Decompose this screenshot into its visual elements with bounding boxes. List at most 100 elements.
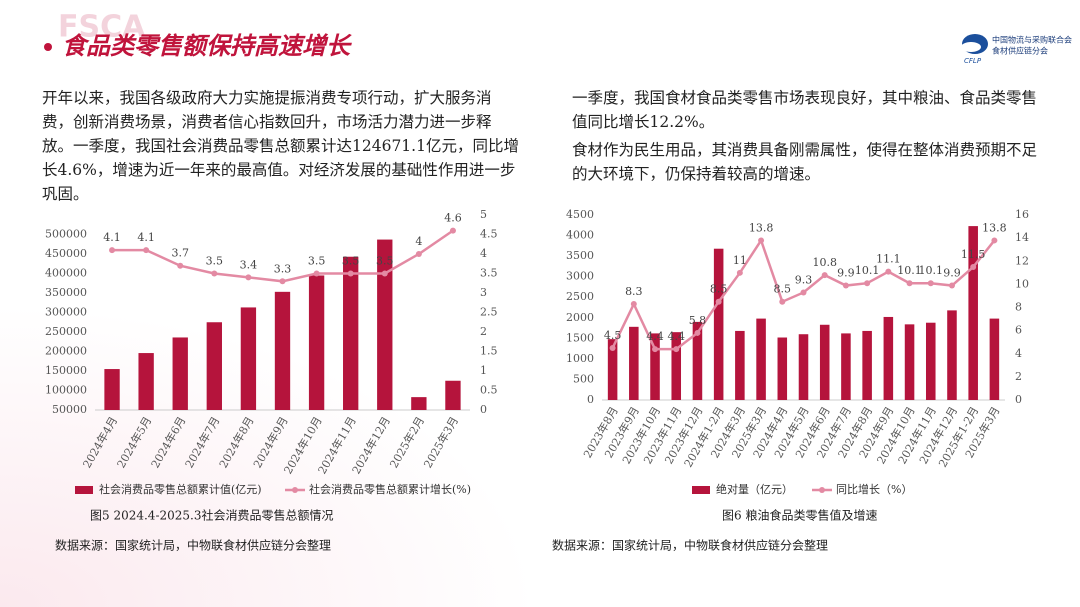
- line-marker: [347, 270, 354, 277]
- data-label: 4.4: [646, 330, 664, 343]
- bar: [713, 248, 724, 400]
- legend-swatch: [692, 486, 710, 494]
- x-tick-label: 2024年5月: [114, 414, 155, 470]
- y2-tick-label: 1.5: [480, 345, 498, 358]
- bar: [819, 324, 830, 400]
- logo-org: 中国物流与采购联合会: [992, 35, 1072, 45]
- x-tick-label: 2024年9月: [250, 414, 291, 470]
- data-label: 3.5: [376, 255, 394, 268]
- line-marker: [779, 298, 786, 305]
- x-tick-label: 2024年4月: [80, 414, 121, 470]
- y2-tick-label: 2.5: [480, 306, 498, 319]
- data-label: 8.5: [710, 283, 728, 296]
- line-marker: [927, 280, 934, 287]
- line-marker: [842, 282, 849, 289]
- line-marker: [211, 270, 218, 277]
- bar: [798, 334, 809, 400]
- line-marker: [948, 282, 955, 289]
- bar: [650, 333, 660, 400]
- bar: [206, 322, 222, 410]
- y-tick-label: 1000: [566, 352, 594, 365]
- y-tick-label: 2000: [566, 311, 594, 324]
- y2-tick-label: 4: [1015, 347, 1022, 360]
- data-label: 10.1: [897, 264, 922, 277]
- line-marker: [109, 247, 116, 254]
- legend-label: 社会消费品零售总额累计增长(%): [309, 482, 471, 496]
- data-label: 13.8: [749, 221, 774, 234]
- data-label: 4.1: [103, 231, 121, 244]
- data-label: 4.4: [667, 330, 685, 343]
- data-label: 3.7: [171, 247, 189, 260]
- y2-tick-label: 2: [1015, 370, 1022, 383]
- bar: [240, 307, 257, 410]
- y2-tick-label: 8: [1015, 301, 1022, 314]
- data-label: 3.3: [274, 262, 292, 275]
- paragraph: 开年以来，我国各级政府大力实施提振消费专项行动，扩大服务消费，创新消费场景，消费…: [42, 89, 519, 203]
- bar: [904, 324, 915, 400]
- data-label: 9.9: [837, 267, 855, 280]
- y-tick-label: 400000: [45, 267, 87, 280]
- line-marker: [652, 346, 659, 353]
- line-marker: [715, 298, 722, 305]
- y-tick-label: 350000: [45, 286, 87, 299]
- bar: [735, 330, 745, 400]
- line-marker: [143, 247, 150, 254]
- watermark: FSCA: [58, 10, 146, 45]
- paragraph: 一季度，我国食材食品类零售市场表现良好，其中粮油、食品类零售值同比增长12.2%…: [572, 89, 1038, 131]
- line-marker: [864, 280, 871, 287]
- bar: [692, 321, 703, 400]
- bar: [138, 353, 154, 410]
- right-text: 一季度，我国食材食品类零售市场表现良好，其中粮油、食品类零售值同比增长12.2%…: [572, 86, 1050, 190]
- line-marker: [758, 237, 765, 244]
- data-label: 3.5: [308, 255, 326, 268]
- bar: [308, 275, 325, 410]
- line-marker: [970, 264, 977, 271]
- line-marker: [800, 289, 807, 296]
- y2-tick-label: 10: [1015, 277, 1029, 290]
- line-marker: [313, 270, 320, 277]
- y2-tick-label: 12: [1015, 254, 1029, 267]
- data-label: 8.5: [774, 283, 792, 296]
- y-tick-label: 4500: [566, 208, 594, 221]
- y2-tick-label: 2: [480, 325, 487, 338]
- y-tick-label: 3000: [566, 270, 594, 283]
- y-tick-label: 50000: [52, 403, 87, 416]
- y-tick-label: 150000: [45, 364, 87, 377]
- data-label: 5.8: [689, 314, 707, 327]
- line-marker: [673, 346, 680, 353]
- bar: [629, 326, 639, 400]
- bar: [883, 316, 894, 400]
- y-tick-label: 4000: [566, 229, 594, 242]
- line-marker: [177, 262, 184, 269]
- bar: [274, 291, 291, 410]
- bar: [968, 226, 978, 400]
- x-tick-label: 2024年6月: [148, 414, 189, 470]
- y2-tick-label: 16: [1015, 208, 1029, 221]
- y2-tick-label: 0: [480, 403, 487, 416]
- source: 数据来源：国家统计局，中物联食材供应链分会整理: [55, 538, 331, 553]
- bar: [343, 256, 359, 410]
- logo-abbr: CFLP: [964, 57, 982, 65]
- data-label: 13.8: [982, 221, 1007, 234]
- y2-tick-label: 14: [1015, 231, 1029, 244]
- y-tick-label: 500: [573, 372, 594, 385]
- x-tick-label: 2025年2月: [386, 414, 427, 470]
- y-tick-label: 3500: [566, 249, 594, 262]
- bar: [756, 318, 766, 400]
- legend-label: 同比增长（%）: [836, 482, 912, 496]
- caption: 图5 2024.4-2025.3社会消费品零售总额情况: [90, 508, 333, 523]
- paragraph: 食材作为民生用品，其消费具备刚需属性，使得在整体消费预期不足的大环境下，仍保持着…: [572, 141, 1038, 183]
- data-label: 4.1: [137, 231, 155, 244]
- y2-tick-label: 4: [480, 247, 487, 260]
- data-label: 8.3: [625, 285, 643, 298]
- bullet: [44, 43, 52, 51]
- line-marker: [821, 272, 828, 279]
- data-label: 3.5: [206, 255, 224, 268]
- y2-tick-label: 0: [1015, 393, 1022, 406]
- bar: [947, 310, 957, 400]
- data-label: 4.6: [444, 212, 462, 225]
- line-marker: [885, 268, 892, 275]
- legend-label: 绝对量（亿元）: [716, 482, 793, 496]
